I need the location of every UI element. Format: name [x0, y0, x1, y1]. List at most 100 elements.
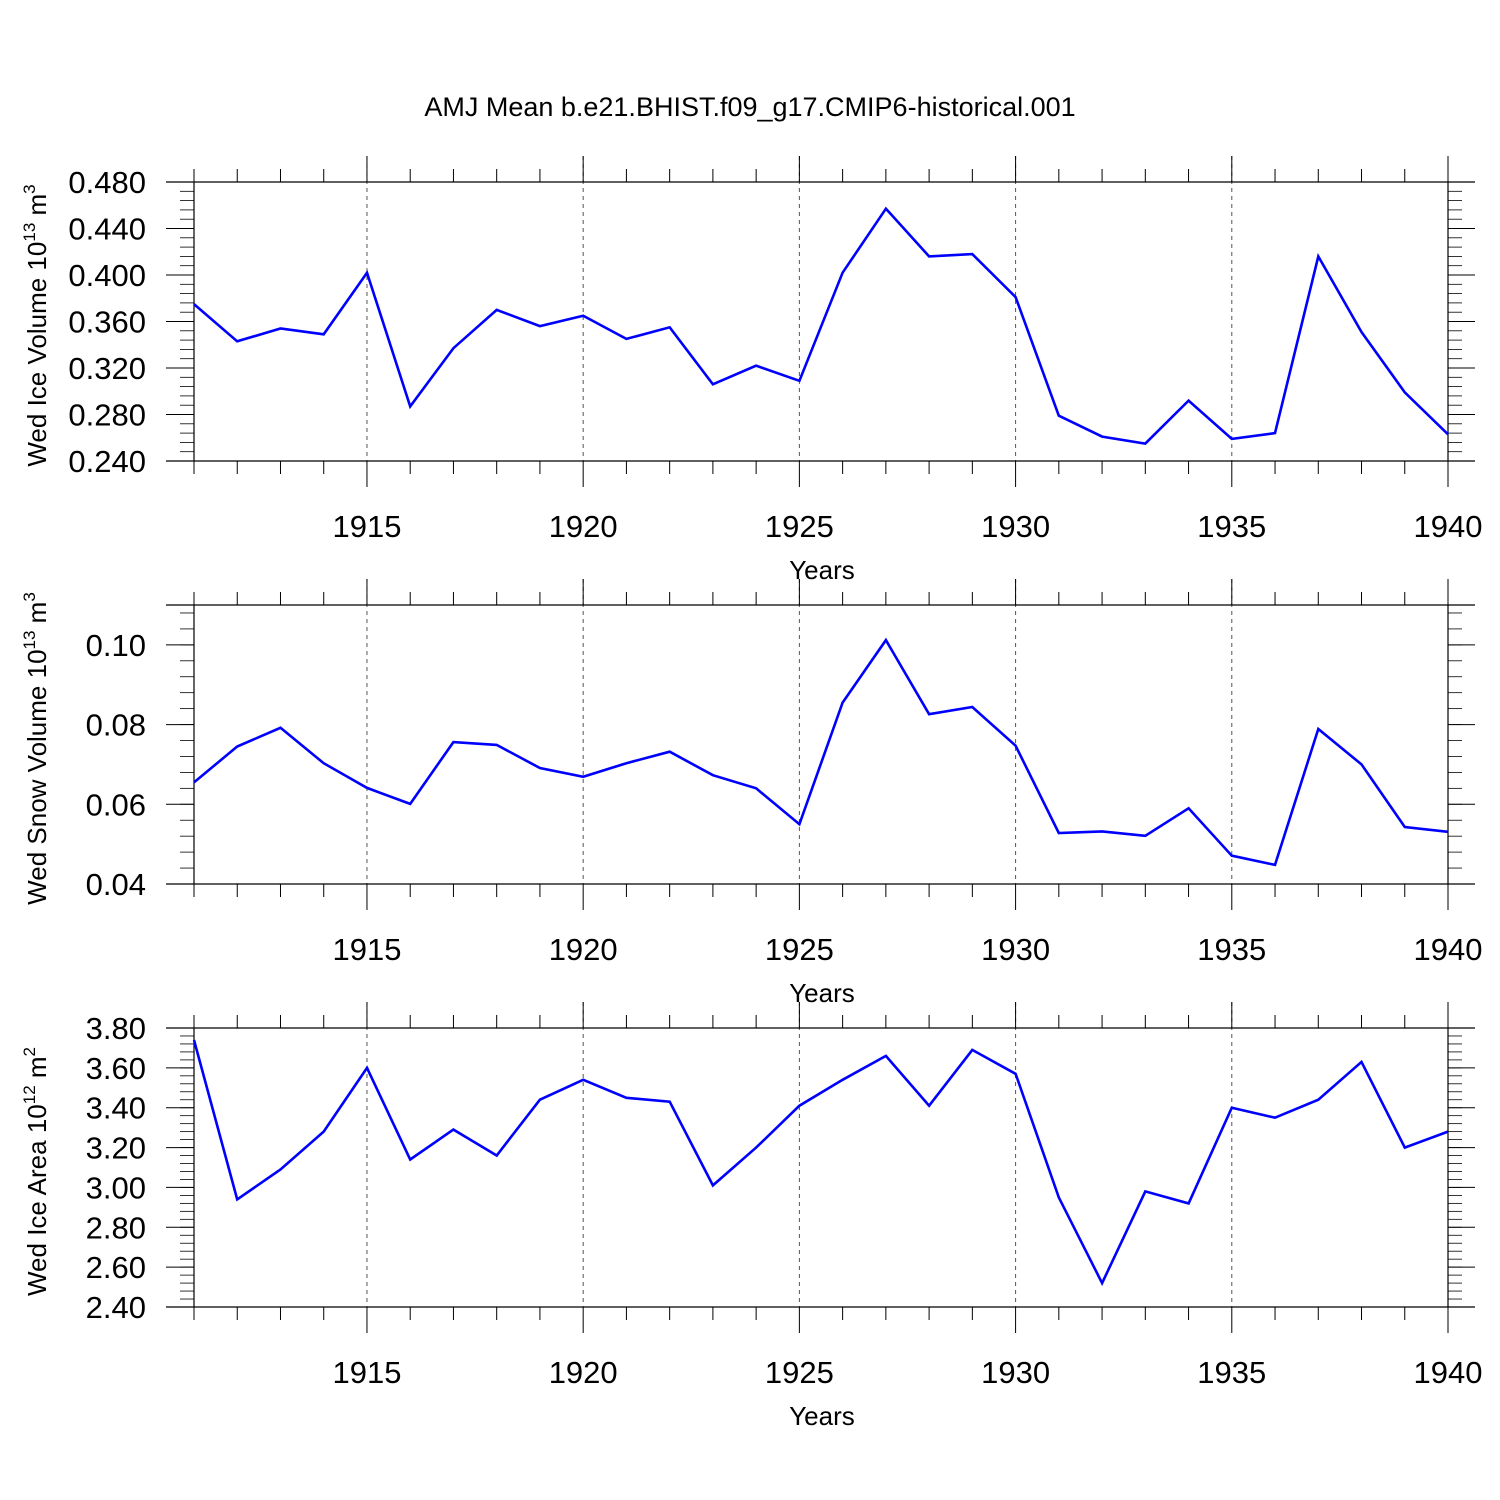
data-point-snow-volume — [1404, 826, 1406, 828]
y-axis-title-ice-volume: Wed Ice Volume 1013 m3 — [20, 184, 52, 466]
data-point-snow-volume — [409, 803, 411, 805]
data-point-snow-volume — [279, 727, 281, 729]
data-point-ice-volume — [193, 303, 195, 305]
data-point-snow-volume — [323, 762, 325, 764]
data-point-ice-area — [971, 1049, 973, 1051]
data-point-snow-volume — [452, 741, 454, 743]
data-point-snow-volume — [1144, 835, 1146, 837]
data-point-ice-area — [495, 1154, 497, 1156]
data-point-ice-area — [625, 1097, 627, 1099]
y-tick-label-ice-area: 2.40 — [86, 1290, 146, 1325]
data-point-ice-area — [452, 1128, 454, 1130]
y-tick-label-ice-volume: 0.480 — [68, 165, 146, 200]
data-point-snow-volume — [582, 776, 584, 778]
data-point-ice-volume — [971, 253, 973, 255]
data-point-ice-volume — [409, 405, 411, 407]
data-point-ice-volume — [1187, 399, 1189, 401]
data-point-ice-area — [193, 1039, 195, 1041]
data-point-ice-area — [279, 1168, 281, 1170]
data-point-snow-volume — [1058, 832, 1060, 834]
y-axis-title-unit: m — [22, 602, 52, 631]
data-point-ice-area — [1447, 1130, 1449, 1132]
data-point-snow-volume — [885, 639, 887, 641]
data-point-snow-volume — [841, 701, 843, 703]
data-point-snow-volume — [236, 745, 238, 747]
y-tick-label-ice-area: 3.60 — [86, 1051, 146, 1086]
y-tick-label-ice-volume: 0.400 — [68, 258, 146, 293]
data-point-ice-volume — [1404, 391, 1406, 393]
data-point-snow-volume — [1014, 744, 1016, 746]
y-tick-label-snow-volume: 0.08 — [86, 708, 146, 743]
data-point-ice-area — [1274, 1116, 1276, 1118]
panel-snow-volume: 0.04 0.06 0.08 0.10 1915 1920 1925 1930 1935 1940… — [20, 579, 1482, 1008]
data-point-snow-volume — [1317, 728, 1319, 730]
data-point-ice-volume — [712, 383, 714, 385]
data-point-ice-area — [1014, 1073, 1016, 1075]
page-title: AMJ Mean b.e21.BHIST.f09_g17.CMIP6-histo… — [424, 92, 1076, 122]
x-axis-title-snow-volume: Years — [789, 978, 855, 1008]
x-axis-title-ice-area: Years — [789, 1401, 855, 1431]
y-tick-label-ice-volume: 0.240 — [68, 444, 146, 479]
data-point-ice-area — [1101, 1282, 1103, 1284]
data-point-ice-volume — [1274, 432, 1276, 434]
data-point-ice-area — [539, 1099, 541, 1101]
data-point-snow-volume — [495, 744, 497, 746]
x-tick-label-ice-volume: 1935 — [1197, 509, 1266, 544]
y-tick-label-ice-volume: 0.280 — [68, 398, 146, 433]
data-point-snow-volume — [1101, 830, 1103, 832]
x-tick-label-ice-area: 1920 — [549, 1355, 618, 1390]
x-tick-label-ice-area: 1930 — [981, 1355, 1050, 1390]
y-axis-title-unit-exponent: 2 — [20, 1047, 39, 1056]
data-point-ice-area — [1231, 1107, 1233, 1109]
x-tick-label-snow-volume: 1920 — [549, 932, 618, 967]
data-point-ice-volume — [539, 325, 541, 327]
data-point-ice-volume — [279, 327, 281, 329]
data-point-ice-area — [1360, 1061, 1362, 1063]
x-tick-label-snow-volume: 1940 — [1414, 932, 1483, 967]
y-axis-title-text: Wed Ice Area 10 — [22, 1104, 52, 1296]
data-point-ice-area — [323, 1130, 325, 1132]
data-point-ice-area — [755, 1146, 757, 1148]
data-point-ice-volume — [236, 340, 238, 342]
y-axis-title-ice-area: Wed Ice Area 1012 m2 — [20, 1047, 52, 1296]
y-tick-label-ice-area: 3.20 — [86, 1131, 146, 1166]
data-point-ice-area — [712, 1184, 714, 1186]
y-tick-label-snow-volume: 0.06 — [86, 787, 146, 822]
data-point-snow-volume — [798, 823, 800, 825]
data-point-ice-volume — [323, 333, 325, 335]
data-point-snow-volume — [1231, 855, 1233, 857]
data-point-ice-volume — [798, 380, 800, 382]
data-point-ice-volume — [928, 255, 930, 257]
data-point-snow-volume — [625, 762, 627, 764]
data-point-snow-volume — [928, 713, 930, 715]
x-tick-label-snow-volume: 1935 — [1197, 932, 1266, 967]
y-axis-title-exponent: 13 — [20, 631, 39, 650]
series-line-snow-volume — [193, 637, 1449, 867]
data-point-ice-area — [1317, 1099, 1319, 1101]
data-point-snow-volume — [1360, 763, 1362, 765]
y-axis-title-text: Wed Snow Volume 10 — [22, 649, 52, 904]
y-tick-label-ice-area: 3.40 — [86, 1091, 146, 1126]
data-point-snow-volume — [1187, 807, 1189, 809]
data-point-ice-area — [582, 1079, 584, 1081]
data-point-ice-area — [1058, 1196, 1060, 1198]
y-axis-title-snow-volume: Wed Snow Volume 1013 m3 — [20, 592, 52, 905]
data-point-ice-volume — [668, 326, 670, 328]
x-tick-label-ice-area: 1940 — [1414, 1355, 1483, 1390]
data-point-ice-area — [798, 1105, 800, 1107]
y-tick-label-ice-volume: 0.320 — [68, 351, 146, 386]
y-axis-title-unit-exponent: 3 — [20, 184, 39, 193]
series-line-ice-volume — [193, 206, 1449, 445]
y-axis-title-text: Wed Ice Volume 10 — [22, 242, 52, 467]
data-point-ice-area — [928, 1105, 930, 1107]
y-tick-label-ice-area: 3.00 — [86, 1170, 146, 1205]
y-axis-title-unit: m — [22, 194, 52, 223]
y-axis-title-unit: m — [22, 1056, 52, 1085]
y-axis-title-unit-exponent: 3 — [20, 592, 39, 601]
data-point-ice-volume — [1101, 435, 1103, 437]
x-tick-label-ice-volume: 1915 — [332, 509, 401, 544]
y-tick-label-ice-volume: 0.360 — [68, 305, 146, 340]
data-point-ice-volume — [582, 314, 584, 316]
data-point-ice-volume — [1144, 442, 1146, 444]
x-tick-label-ice-area: 1925 — [765, 1355, 834, 1390]
